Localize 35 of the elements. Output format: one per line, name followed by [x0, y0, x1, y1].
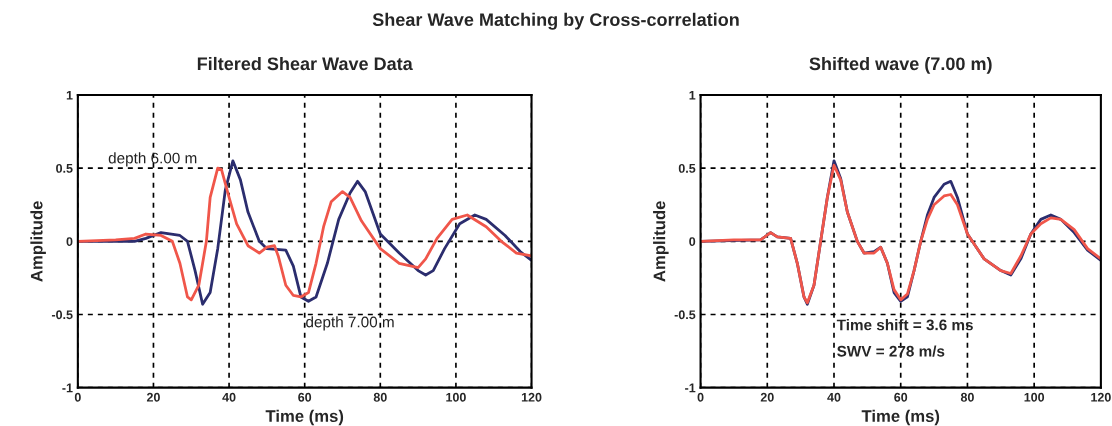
y-tick-label: -0.5 — [51, 310, 73, 320]
annotation: SWV = 278 m/s — [837, 345, 945, 357]
y-tick-label: 0 — [66, 237, 73, 246]
x-tick-label: 0 — [697, 392, 704, 402]
x-tick-label: 40 — [827, 392, 841, 402]
y-axis-title: Amplitude — [30, 201, 46, 282]
y-tick-label: 0 — [689, 237, 696, 246]
x-tick-label: 120 — [521, 392, 542, 402]
x-tick-label: 0 — [74, 392, 81, 402]
y-tick-label: -1 — [685, 383, 696, 393]
y-tick-label: 0.5 — [56, 163, 73, 173]
y-tick-label: 1 — [66, 90, 73, 100]
y-axis-title: Amplitude — [653, 201, 669, 282]
x-tick-label: 20 — [146, 392, 160, 402]
x-tick-label: 120 — [1091, 392, 1111, 402]
y-tick-label: 0.5 — [678, 163, 696, 173]
annotation: Time shift = 3.6 ms — [836, 319, 973, 331]
series-label: depth 6.00 m — [108, 152, 197, 167]
chart-title: Shifted wave (7.00 m) — [809, 56, 992, 74]
series-label: depth 7.00 m — [306, 316, 394, 331]
x-tick-label: 60 — [894, 392, 908, 402]
x-tick-label: 20 — [760, 392, 774, 402]
x-tick-label: 80 — [960, 392, 974, 402]
x-axis-title: Time (ms) — [265, 409, 344, 426]
y-tick-label: 1 — [689, 90, 696, 100]
x-tick-label: 60 — [298, 392, 312, 402]
x-tick-label: 40 — [222, 392, 236, 402]
x-axis-title: Time (ms) — [861, 409, 940, 426]
x-tick-label: 100 — [1024, 392, 1045, 402]
y-tick-label: -1 — [62, 383, 73, 393]
x-tick-label: 80 — [373, 392, 387, 402]
y-tick-label: -0.5 — [674, 310, 696, 320]
chart-title: Filtered Shear Wave Data — [197, 56, 413, 71]
x-tick-label: 100 — [446, 392, 466, 402]
text: Shear Wave Matching by Cross-correlation — [372, 12, 739, 30]
